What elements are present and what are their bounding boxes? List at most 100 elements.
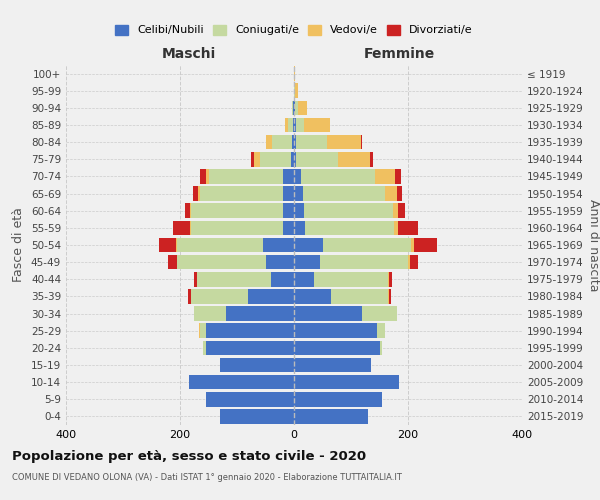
Bar (191, 220, 283, 235)
Bar (265, 135, 272, 150)
Bar (220, 358, 294, 372)
Bar (302, 186, 385, 201)
Text: Femmine: Femmine (363, 48, 434, 62)
Bar (338, 152, 370, 166)
Bar (185, 204, 190, 218)
Bar (197, 272, 271, 286)
Bar (294, 169, 301, 184)
Bar (294, 272, 314, 286)
Bar (176, 238, 177, 252)
Bar (394, 220, 398, 235)
Bar (200, 324, 206, 338)
Bar (190, 204, 191, 218)
Bar (191, 289, 248, 304)
Bar (177, 238, 263, 252)
Bar (188, 289, 191, 304)
Bar (203, 340, 206, 355)
Bar (294, 289, 331, 304)
Y-axis label: Fasce di età: Fasce di età (13, 208, 25, 282)
Bar (193, 186, 198, 201)
Bar (159, 238, 176, 252)
Bar (295, 100, 298, 115)
Bar (294, 100, 295, 115)
Bar (294, 84, 295, 98)
Bar (296, 135, 327, 150)
Bar (265, 255, 294, 270)
Bar (263, 238, 294, 252)
Bar (323, 238, 411, 252)
Bar (389, 272, 392, 286)
Bar (294, 238, 323, 252)
Bar (283, 186, 294, 201)
Bar (271, 272, 294, 286)
Bar (305, 220, 394, 235)
Bar (294, 392, 382, 406)
Bar (298, 100, 307, 115)
Bar (294, 358, 371, 372)
Bar (301, 169, 375, 184)
Bar (296, 118, 304, 132)
Bar (168, 255, 176, 270)
Bar (291, 152, 294, 166)
Bar (385, 186, 397, 201)
Bar (200, 186, 283, 201)
Bar (296, 152, 338, 166)
Bar (188, 375, 294, 390)
Bar (295, 84, 298, 98)
Bar (294, 255, 320, 270)
Bar (304, 118, 330, 132)
Bar (377, 324, 385, 338)
Bar (411, 238, 414, 252)
Bar (294, 324, 377, 338)
Bar (294, 375, 400, 390)
Bar (294, 409, 368, 424)
Bar (251, 152, 254, 166)
Bar (370, 152, 373, 166)
Bar (177, 255, 265, 270)
Bar (292, 100, 293, 115)
Bar (194, 272, 197, 286)
Bar (292, 135, 294, 150)
Bar (327, 135, 361, 150)
Legend: Celibi/Nubili, Coniugati/e, Vedovi/e, Divorziati/e: Celibi/Nubili, Coniugati/e, Vedovi/e, Di… (111, 20, 477, 40)
Bar (388, 272, 389, 286)
Bar (283, 169, 294, 184)
Bar (294, 152, 296, 166)
Bar (389, 289, 391, 304)
Bar (206, 324, 294, 338)
Bar (361, 135, 362, 150)
Bar (191, 204, 283, 218)
Bar (206, 340, 294, 355)
Bar (190, 220, 191, 235)
Bar (294, 135, 296, 150)
Bar (293, 118, 294, 132)
Bar (395, 169, 401, 184)
Bar (289, 118, 293, 132)
Bar (272, 135, 292, 150)
Bar (398, 220, 418, 235)
Text: COMUNE DI VEDANO OLONA (VA) - Dati ISTAT 1° gennaio 2020 - Elaborazione TUTTAITA: COMUNE DI VEDANO OLONA (VA) - Dati ISTAT… (12, 472, 402, 482)
Bar (408, 255, 410, 270)
Bar (206, 169, 209, 184)
Bar (206, 392, 294, 406)
Bar (194, 306, 226, 321)
Bar (283, 204, 294, 218)
Text: Maschi: Maschi (162, 48, 216, 62)
Bar (254, 152, 260, 166)
Bar (220, 409, 294, 424)
Bar (286, 118, 289, 132)
Bar (362, 306, 397, 321)
Bar (226, 306, 294, 321)
Bar (380, 340, 382, 355)
Bar (294, 340, 380, 355)
Bar (200, 169, 206, 184)
Bar (248, 289, 294, 304)
Bar (283, 220, 294, 235)
Bar (173, 220, 190, 235)
Bar (198, 186, 200, 201)
Bar (414, 238, 437, 252)
Bar (320, 255, 408, 270)
Y-axis label: Anni di nascita: Anni di nascita (587, 198, 600, 291)
Bar (410, 255, 418, 270)
Bar (260, 152, 291, 166)
